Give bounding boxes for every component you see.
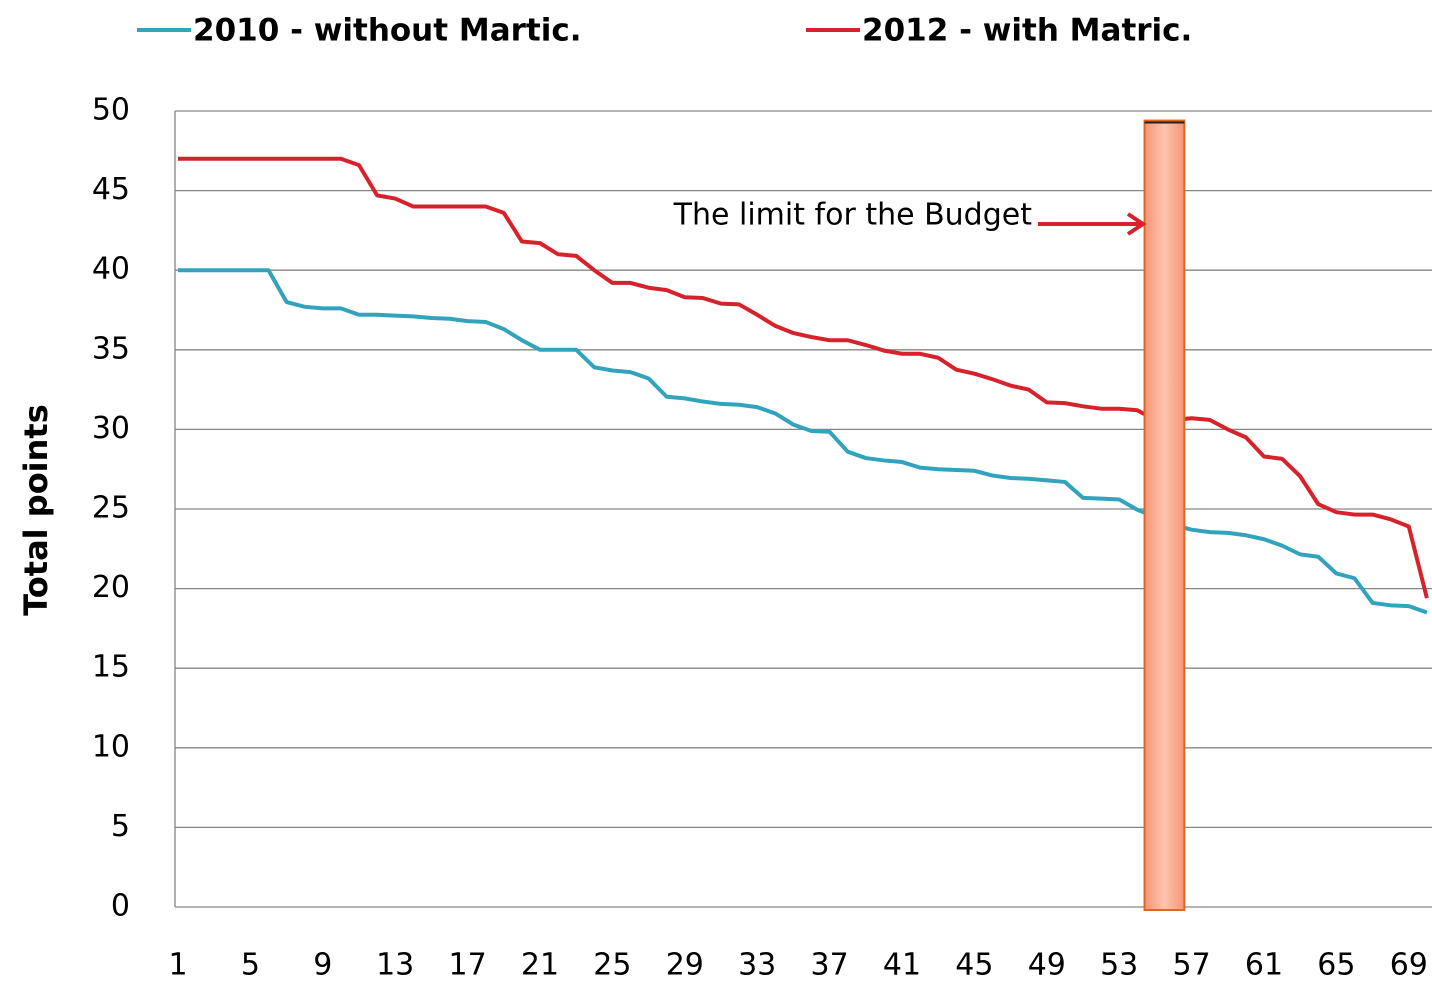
lines (178, 156, 1429, 615)
y-tick-label: 35 (92, 331, 130, 366)
x-tick-label: 65 (1317, 948, 1355, 983)
legend-label: 2010 - without Martic. (193, 13, 582, 49)
y-tick-label: 0 (111, 889, 130, 924)
y-tick-label: 45 (92, 172, 130, 207)
annotation: The limit for the Budget (673, 198, 1033, 233)
legend-label: 2012 - with Matric. (862, 13, 1192, 49)
budget-band (1143, 119, 1186, 911)
x-tick-label: 5 (241, 948, 260, 983)
y-tick-label: 30 (92, 411, 130, 446)
series-line (178, 268, 1428, 615)
x-tick-label: 9 (313, 948, 332, 983)
x-tick-label: 17 (449, 948, 487, 983)
y-tick-label: 20 (92, 570, 130, 605)
x-tick-label: 33 (738, 948, 776, 983)
x-tick-label: 21 (521, 948, 559, 983)
y-tick-label: 40 (92, 252, 130, 287)
y-tick-label: 50 (92, 93, 130, 128)
y-axis-label: Total points (17, 404, 55, 616)
overlay: The limit for the Budget 2010 - without M… (137, 13, 1192, 911)
x-tick-label: 53 (1100, 948, 1138, 983)
x-tick-label: 25 (593, 948, 631, 983)
y-tick-label: 10 (92, 729, 130, 764)
series-line (178, 156, 1429, 599)
y-tick-label: 15 (92, 650, 130, 685)
x-tick-label: 1 (168, 948, 187, 983)
x-tick-label: 57 (1173, 948, 1211, 983)
x-tick-label: 13 (376, 948, 414, 983)
y-tick-label: 5 (111, 809, 130, 844)
x-tick-label: 29 (666, 948, 704, 983)
x-tick-label: 49 (1028, 948, 1066, 983)
x-tick-label: 41 (883, 948, 921, 983)
x-tick-label: 69 (1390, 948, 1428, 983)
x-tick-label: 37 (811, 948, 849, 983)
annotation-arrowhead (1126, 212, 1147, 236)
y-tick-label: 25 (92, 491, 130, 526)
x-tick-label: 61 (1245, 948, 1283, 983)
x-tick-label: 45 (955, 948, 993, 983)
